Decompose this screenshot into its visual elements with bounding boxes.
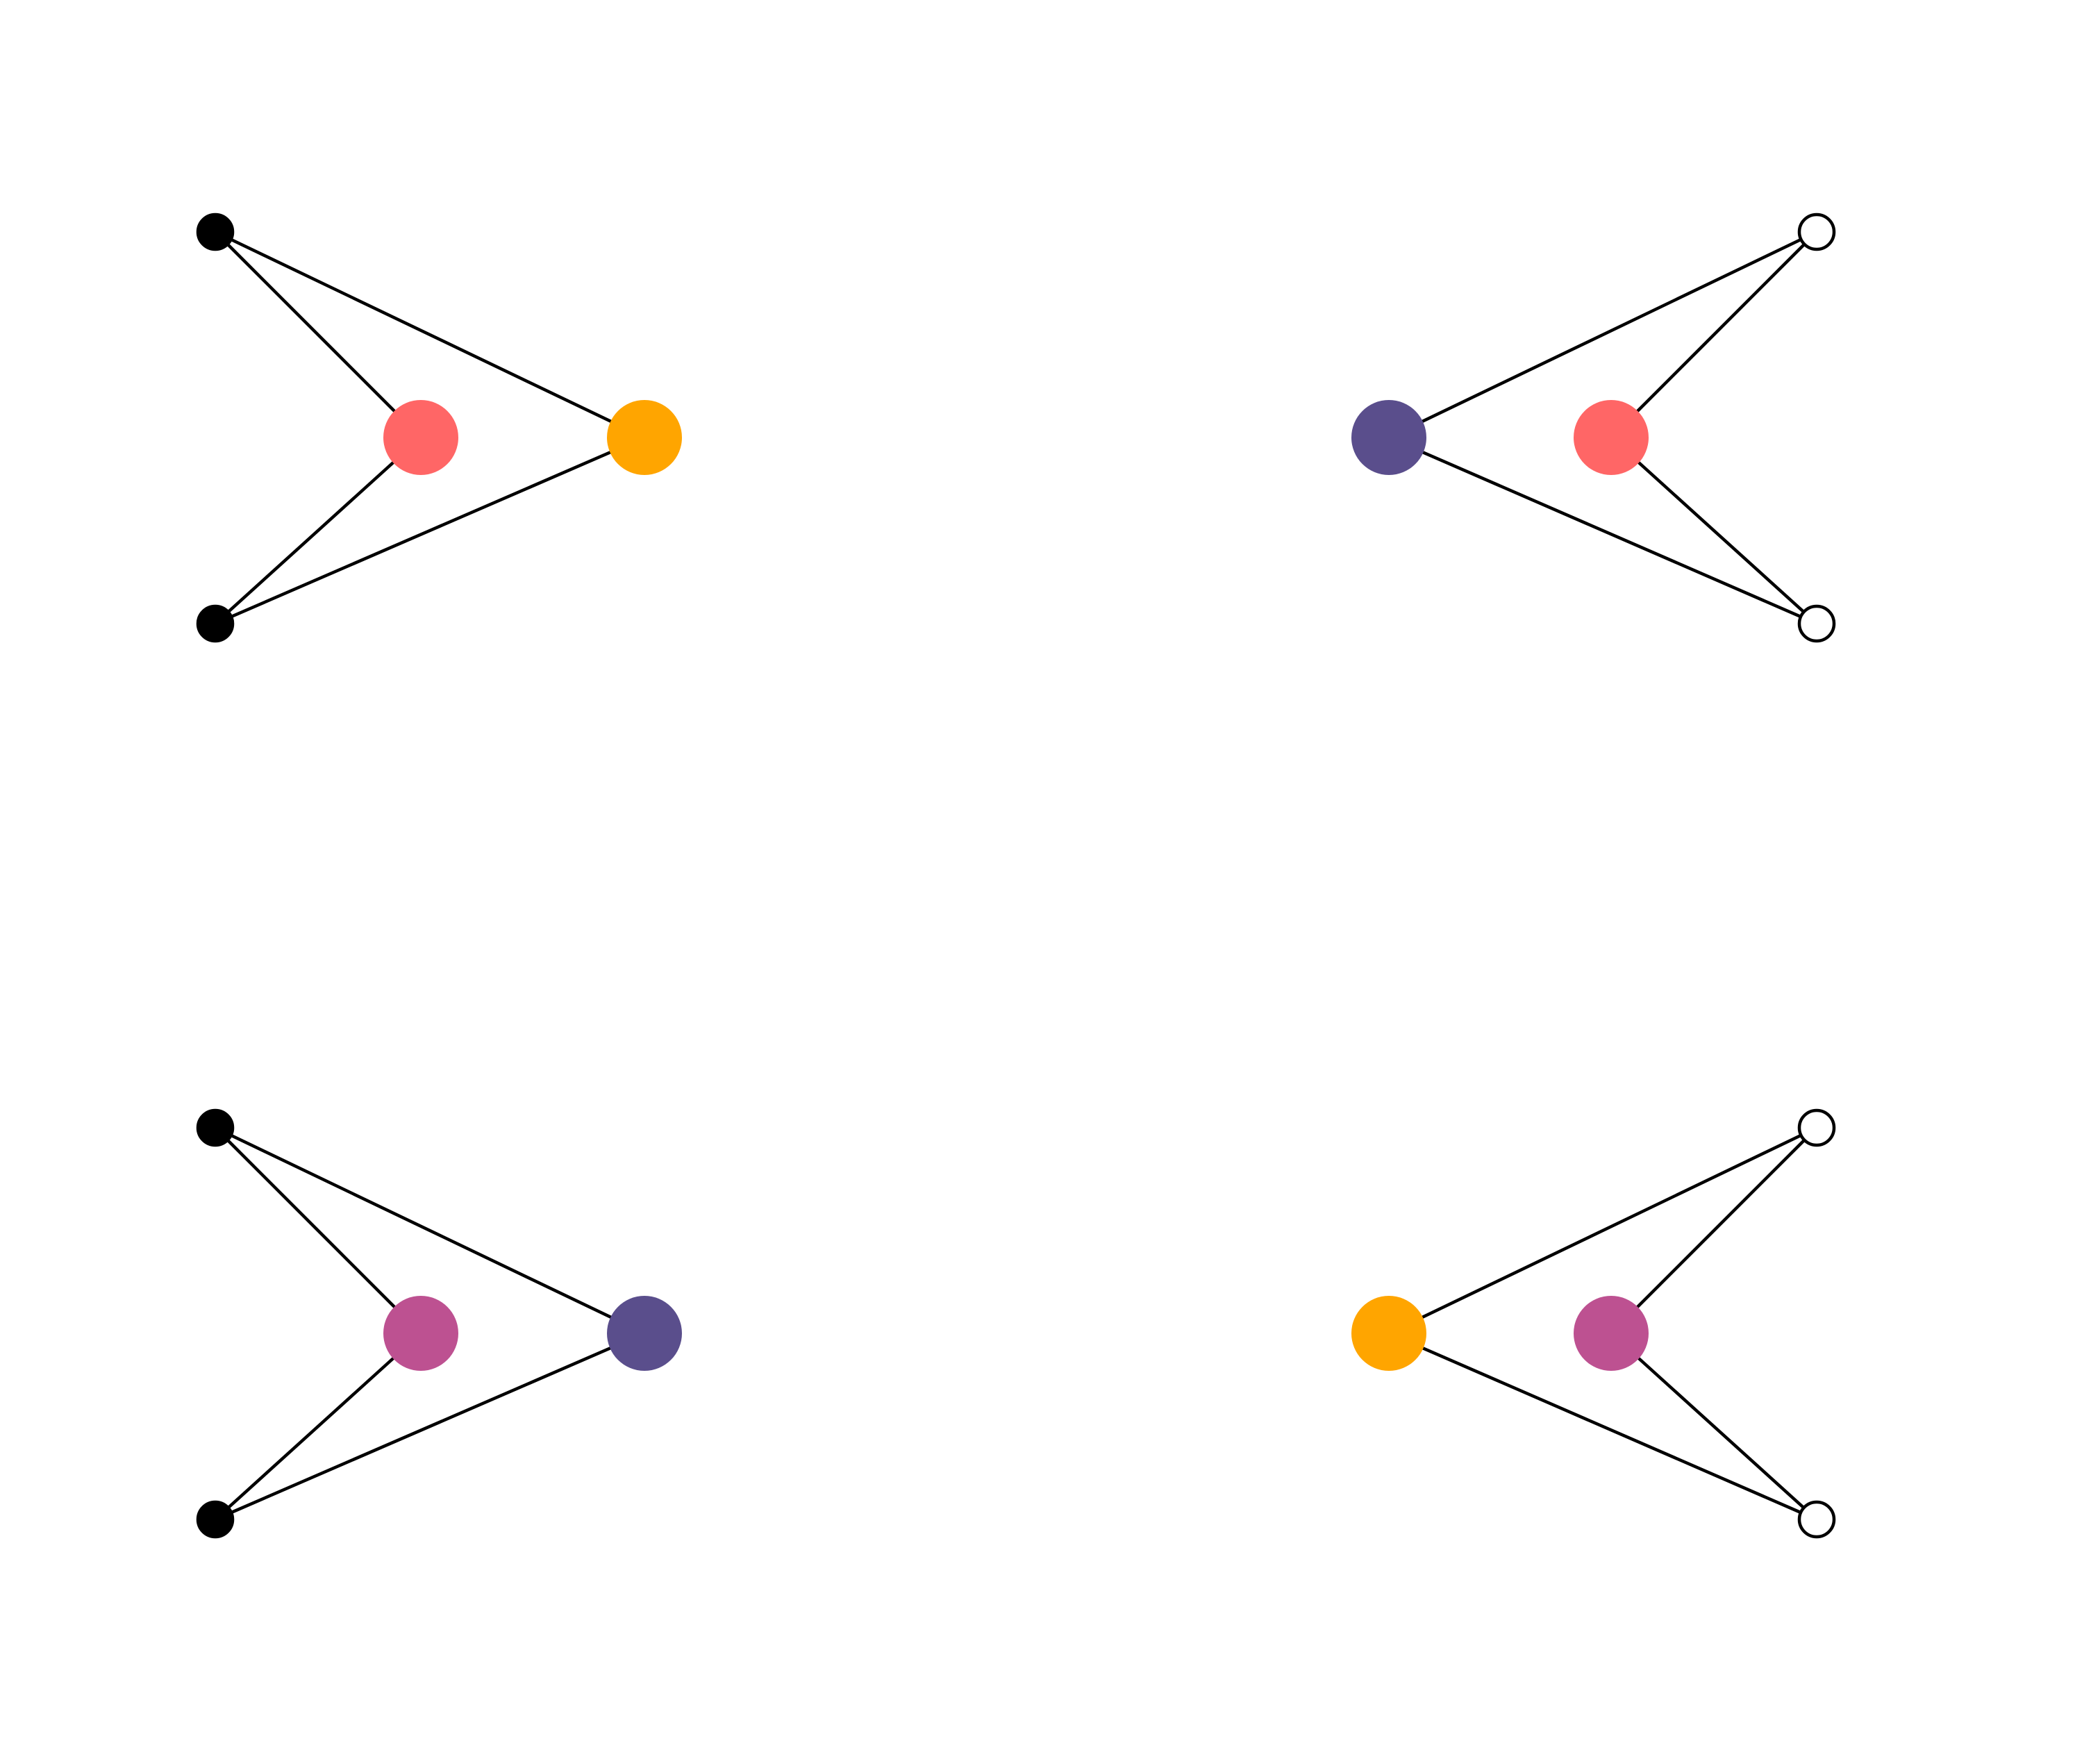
edge-top-to-outer-hub	[215, 1126, 645, 1335]
edge-top-to-outer-hub	[1388, 1126, 1817, 1335]
edge-bottom-to-outer-hub	[215, 1331, 645, 1522]
top-endpoint-node	[196, 212, 235, 251]
edge-bottom-to-inner-hub	[1610, 1332, 1818, 1521]
inner-hub-node	[1574, 1296, 1649, 1371]
bottom-endpoint-node	[1797, 604, 1836, 643]
diagram-bottom-right	[1351, 1108, 1836, 1539]
outer-hub-node	[607, 400, 682, 475]
outer-hub-node	[1351, 400, 1426, 475]
inner-hub-node	[383, 400, 458, 475]
outer-hub-node	[607, 1296, 682, 1371]
inner-hub-node	[1574, 400, 1649, 475]
diagram-bottom-left	[196, 1108, 682, 1539]
edge-bottom-to-inner-hub	[214, 436, 422, 625]
top-endpoint-node	[1797, 212, 1836, 251]
edge-bottom-to-outer-hub	[1388, 1331, 1817, 1522]
bottom-endpoint-node	[196, 604, 235, 643]
diagram-top-right	[1351, 212, 1836, 643]
edge-top-to-inner-hub	[1610, 1126, 1818, 1335]
edge-top-to-outer-hub	[215, 230, 645, 440]
inner-hub-node	[383, 1296, 458, 1371]
edge-top-to-outer-hub	[1388, 230, 1817, 440]
diagram-top-left	[196, 212, 682, 643]
edge-bottom-to-outer-hub	[1388, 435, 1817, 626]
top-endpoint-node	[196, 1108, 235, 1147]
outer-hub-node	[1351, 1296, 1426, 1371]
bottom-endpoint-node	[196, 1500, 235, 1539]
edge-bottom-to-inner-hub	[1610, 436, 1818, 625]
edge-bottom-to-outer-hub	[215, 435, 645, 626]
edge-top-to-inner-hub	[1610, 231, 1818, 439]
edge-top-to-inner-hub	[214, 1126, 422, 1335]
top-endpoint-node	[1797, 1108, 1836, 1147]
edge-top-to-inner-hub	[214, 231, 422, 439]
bottom-endpoint-node	[1797, 1500, 1836, 1539]
edge-bottom-to-inner-hub	[214, 1332, 422, 1521]
